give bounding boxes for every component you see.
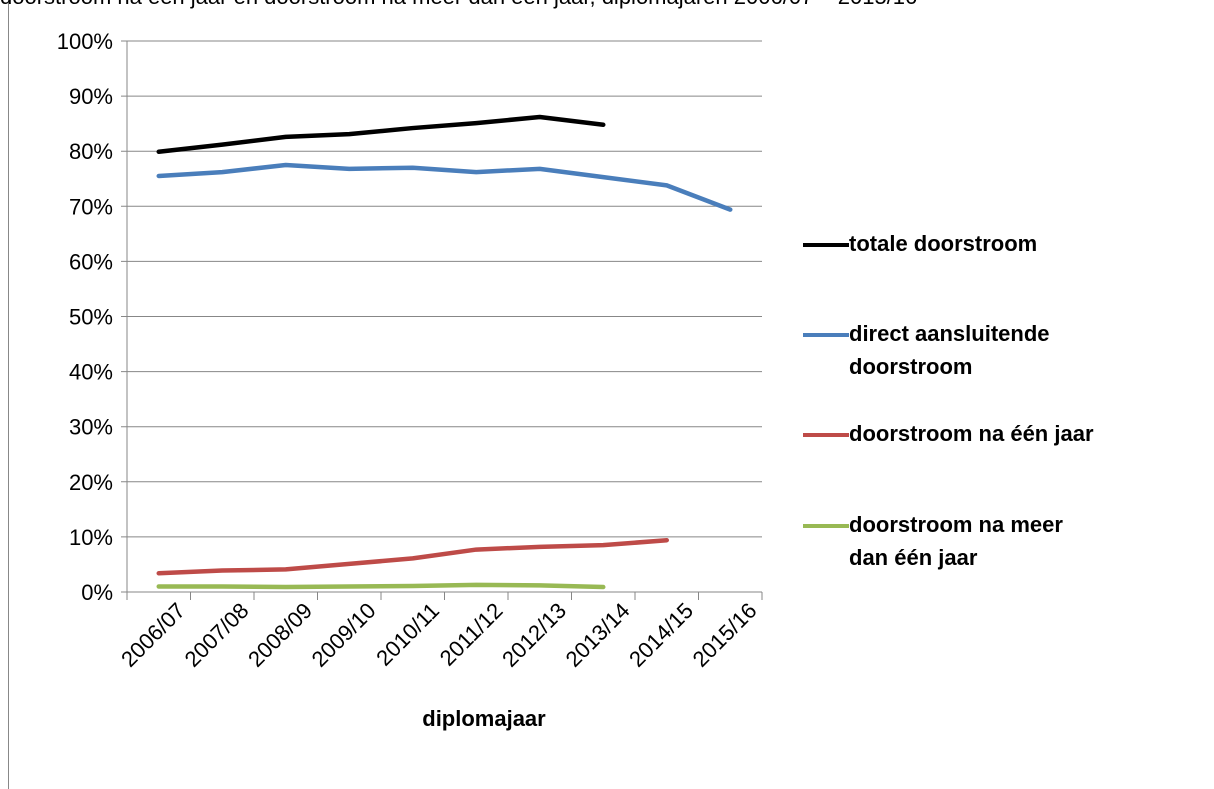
y-tick-label: 0% (81, 580, 113, 605)
y-tick-label: 90% (69, 84, 113, 109)
chart-title: doorstroom na één jaar en doorstroom na … (0, 0, 917, 9)
legend-item: totale doorstroom (803, 231, 1203, 260)
y-tick-label: 50% (69, 305, 113, 330)
legend-label: doorstroom na meer dan één jaar (849, 512, 1063, 570)
y-tick-label: 80% (69, 139, 113, 164)
legend-swatch (803, 333, 849, 337)
x-tick-label: 2008/09 (243, 598, 317, 672)
series-line (156, 114, 606, 155)
x-tick-label: 2009/10 (307, 598, 381, 672)
legend-label: direct aansluitende doorstroom (849, 321, 1050, 379)
legend-swatch (803, 243, 849, 247)
series-line (156, 582, 606, 590)
x-tick-label: 2012/13 (497, 598, 571, 672)
legend-item: doorstroom na meer dan één jaar (803, 512, 1203, 574)
x-tick-label: 2014/15 (624, 598, 698, 672)
legend-item: direct aansluitende doorstroom (803, 321, 1203, 383)
legend-swatch (803, 524, 849, 528)
x-axis-title: diplomajaar (422, 706, 546, 731)
y-tick-label: 30% (69, 415, 113, 440)
legend-label: doorstroom na één jaar (849, 421, 1094, 446)
y-tick-label: 40% (69, 360, 113, 385)
x-tick-label: 2011/12 (435, 598, 508, 671)
x-tick-label: 2007/08 (180, 598, 254, 672)
legend-item: doorstroom na één jaar (803, 421, 1203, 450)
legend-label: totale doorstroom (849, 231, 1038, 256)
series-line (156, 162, 733, 212)
y-tick-label: 10% (69, 525, 113, 550)
x-tick-label: 2013/14 (561, 598, 635, 672)
y-tick-label: 60% (69, 249, 113, 274)
legend-swatch (803, 433, 849, 437)
x-tick-label: 2006/07 (116, 598, 190, 672)
y-tick-label: 70% (69, 194, 113, 219)
x-tick-label: 2015/16 (688, 598, 762, 672)
y-tick-label: 100% (57, 29, 113, 54)
x-tick-label: 2010/11 (371, 598, 444, 671)
series-line (156, 537, 669, 576)
y-tick-label: 20% (69, 470, 113, 495)
